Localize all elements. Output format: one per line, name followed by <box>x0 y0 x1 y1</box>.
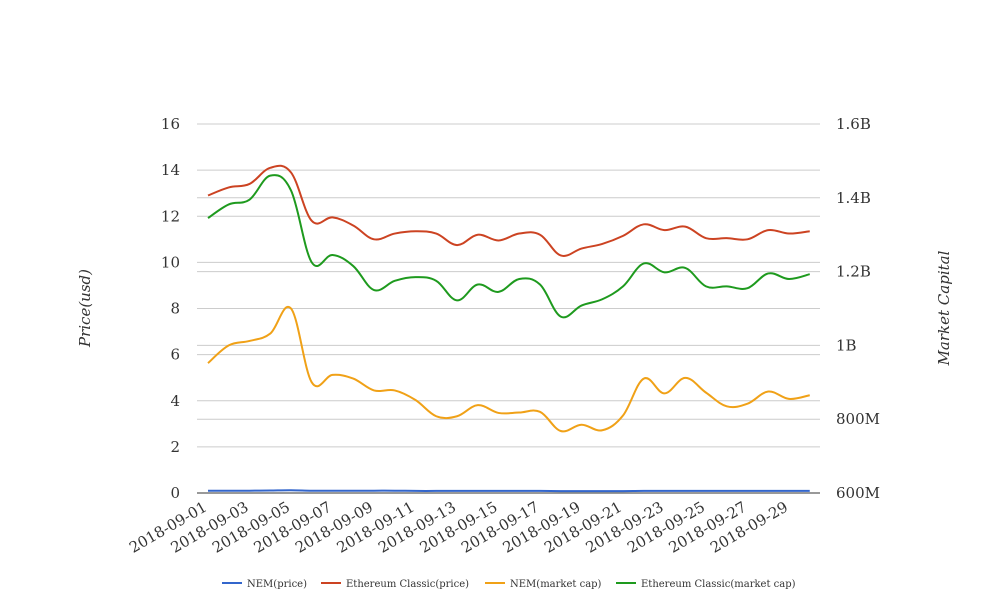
legend: NEM(price) Ethereum Classic(price) NEM(mar… <box>222 579 796 590</box>
series-line-nem-market-cap <box>207 305 810 433</box>
left-axis-title: Price(usd) <box>76 269 94 348</box>
left-y-axis-ticks: 0 2 4 6 8 10 12 14 16 <box>161 115 180 502</box>
legend-label-ethereum-classic-price: Ethereum Classic(price) <box>346 579 469 590</box>
left-y-tick-label: 10 <box>161 253 180 271</box>
legend-label-ethereum-classic-market-cap: Ethereum Classic(market cap) <box>641 579 796 590</box>
right-y-tick-label: 1B <box>836 336 857 354</box>
right-y-tick-label: 600M <box>836 484 880 502</box>
series-line-ethereum-classic-price <box>207 164 810 257</box>
left-y-tick-label: 0 <box>170 484 180 502</box>
right-axis-title: Market Capital <box>935 250 953 366</box>
series-lines <box>207 164 811 493</box>
left-y-tick-label: 4 <box>170 392 180 410</box>
left-y-tick-label: 14 <box>161 161 180 179</box>
right-y-tick-label: 1.6B <box>836 115 871 133</box>
left-y-tick-label: 16 <box>161 115 180 133</box>
legend-label-nem-price: NEM(price) <box>247 579 307 590</box>
series-line-nem-price <box>207 489 810 493</box>
left-y-tick-label: 6 <box>170 346 180 364</box>
right-y-tick-label: 1.4B <box>836 189 871 207</box>
legend-label-nem-market-cap: NEM(market cap) <box>510 579 602 590</box>
left-y-tick-label: 12 <box>161 207 180 225</box>
right-y-axis-ticks: 600M 800M 1B 1.2B 1.4B 1.6B <box>836 115 880 502</box>
right-y-tick-label: 800M <box>836 410 880 428</box>
x-axis-ticks: 2018-09-012018-09-032018-09-052018-09-07… <box>126 498 791 557</box>
left-y-tick-label: 2 <box>170 438 180 456</box>
series-line-ethereum-classic-market-cap <box>207 174 811 319</box>
left-y-tick-label: 8 <box>170 300 180 318</box>
right-y-tick-label: 1.2B <box>836 263 871 281</box>
